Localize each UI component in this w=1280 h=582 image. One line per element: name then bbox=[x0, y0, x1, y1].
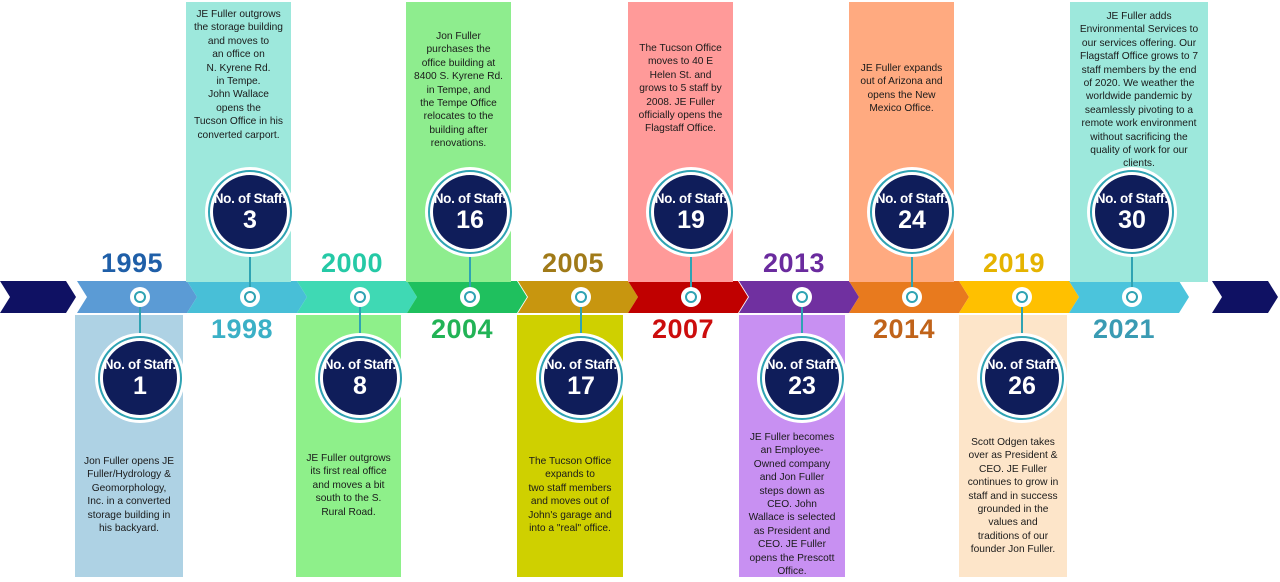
milestone-year: 2004 bbox=[430, 314, 494, 344]
timeline-node-icon bbox=[681, 287, 701, 307]
staff-count-badge: No. of Staff: 8 bbox=[315, 333, 405, 423]
staff-count-badge: No. of Staff: 23 bbox=[757, 333, 847, 423]
milestone-panel-2021: JE Fuller adds Environmental Services to… bbox=[1070, 2, 1208, 282]
staff-count-badge: No. of Staff: 1 bbox=[95, 333, 185, 423]
milestone-year: 2014 bbox=[872, 314, 936, 344]
staff-label: No. of Staff: bbox=[544, 356, 618, 372]
connector-line bbox=[469, 252, 471, 297]
staff-label: No. of Staff: bbox=[765, 356, 839, 372]
timeline-node-icon bbox=[571, 287, 591, 307]
milestone-description: JE Fuller adds Environmental Services to… bbox=[1079, 11, 1199, 170]
milestone-description: JE Fuller outgrows its first real office… bbox=[306, 453, 391, 518]
connector-line bbox=[1021, 297, 1023, 338]
staff-count: 30 bbox=[1118, 205, 1146, 234]
staff-count-badge: No. of Staff: 17 bbox=[536, 333, 626, 423]
connector-line bbox=[1131, 252, 1133, 297]
timeline-start-arrow bbox=[0, 281, 76, 313]
milestone-year: 2019 bbox=[982, 248, 1046, 278]
milestone-year: 2007 bbox=[651, 314, 715, 344]
milestone-year: 2013 bbox=[762, 248, 826, 278]
milestone-description: The Tucson Office expands to two staff m… bbox=[528, 456, 612, 535]
timeline-node-icon bbox=[130, 287, 150, 307]
staff-label: No. of Staff: bbox=[875, 190, 949, 206]
milestone-year: 1995 bbox=[100, 248, 164, 278]
milestone-year: 2005 bbox=[541, 248, 605, 278]
staff-count-badge: No. of Staff: 16 bbox=[425, 167, 515, 257]
timeline-node-icon bbox=[460, 287, 480, 307]
milestone-description: Jon Fuller purchases the office building… bbox=[414, 31, 503, 150]
milestone-year: 2000 bbox=[320, 248, 384, 278]
timeline-end-arrow bbox=[1212, 281, 1278, 313]
connector-line bbox=[801, 297, 803, 338]
staff-label: No. of Staff: bbox=[103, 356, 177, 372]
staff-count: 17 bbox=[567, 371, 595, 400]
staff-count-badge: No. of Staff: 26 bbox=[977, 333, 1067, 423]
timeline-node-icon bbox=[792, 287, 812, 307]
timeline-node-icon bbox=[240, 287, 260, 307]
staff-count: 3 bbox=[243, 205, 257, 234]
milestone-description: Jon Fuller opens JE Fuller/Hydrology & G… bbox=[83, 456, 175, 535]
staff-label: No. of Staff: bbox=[433, 190, 507, 206]
staff-count: 19 bbox=[677, 205, 705, 234]
timeline-node-icon bbox=[902, 287, 922, 307]
staff-count: 23 bbox=[788, 371, 816, 400]
staff-count-badge: No. of Staff: 3 bbox=[205, 167, 295, 257]
timeline-node-icon bbox=[350, 287, 370, 307]
staff-count-badge: No. of Staff: 24 bbox=[867, 167, 957, 257]
connector-line bbox=[139, 297, 141, 338]
staff-count-badge: No. of Staff: 30 bbox=[1087, 167, 1177, 257]
timeline-node-icon bbox=[1012, 287, 1032, 307]
staff-count: 24 bbox=[898, 205, 926, 234]
staff-label: No. of Staff: bbox=[985, 356, 1059, 372]
staff-label: No. of Staff: bbox=[323, 356, 397, 372]
staff-count: 26 bbox=[1008, 371, 1036, 400]
staff-label: No. of Staff: bbox=[213, 190, 287, 206]
staff-count-badge: No. of Staff: 19 bbox=[646, 167, 736, 257]
milestone-description: The Tucson Office moves to 40 E Helen St… bbox=[638, 43, 723, 135]
connector-line bbox=[580, 297, 582, 338]
milestone-description: JE Fuller becomes an Employee- Owned com… bbox=[748, 432, 836, 578]
connector-line bbox=[249, 252, 251, 297]
staff-label: No. of Staff: bbox=[1095, 190, 1169, 206]
timeline-node-icon bbox=[1122, 287, 1142, 307]
connector-line bbox=[359, 297, 361, 338]
staff-label: No. of Staff: bbox=[654, 190, 728, 206]
staff-count: 1 bbox=[133, 371, 147, 400]
staff-count: 16 bbox=[456, 205, 484, 234]
milestone-year: 1998 bbox=[210, 314, 274, 344]
milestone-description: JE Fuller outgrows the storage building … bbox=[194, 9, 283, 141]
milestone-year: 2021 bbox=[1092, 314, 1156, 344]
staff-count: 8 bbox=[353, 371, 367, 400]
milestone-description: JE Fuller expands out of Arizona and ope… bbox=[860, 63, 943, 115]
connector-line bbox=[690, 252, 692, 297]
connector-line bbox=[911, 252, 913, 297]
milestone-description: Scott Odgen takes over as President & CE… bbox=[967, 437, 1059, 556]
